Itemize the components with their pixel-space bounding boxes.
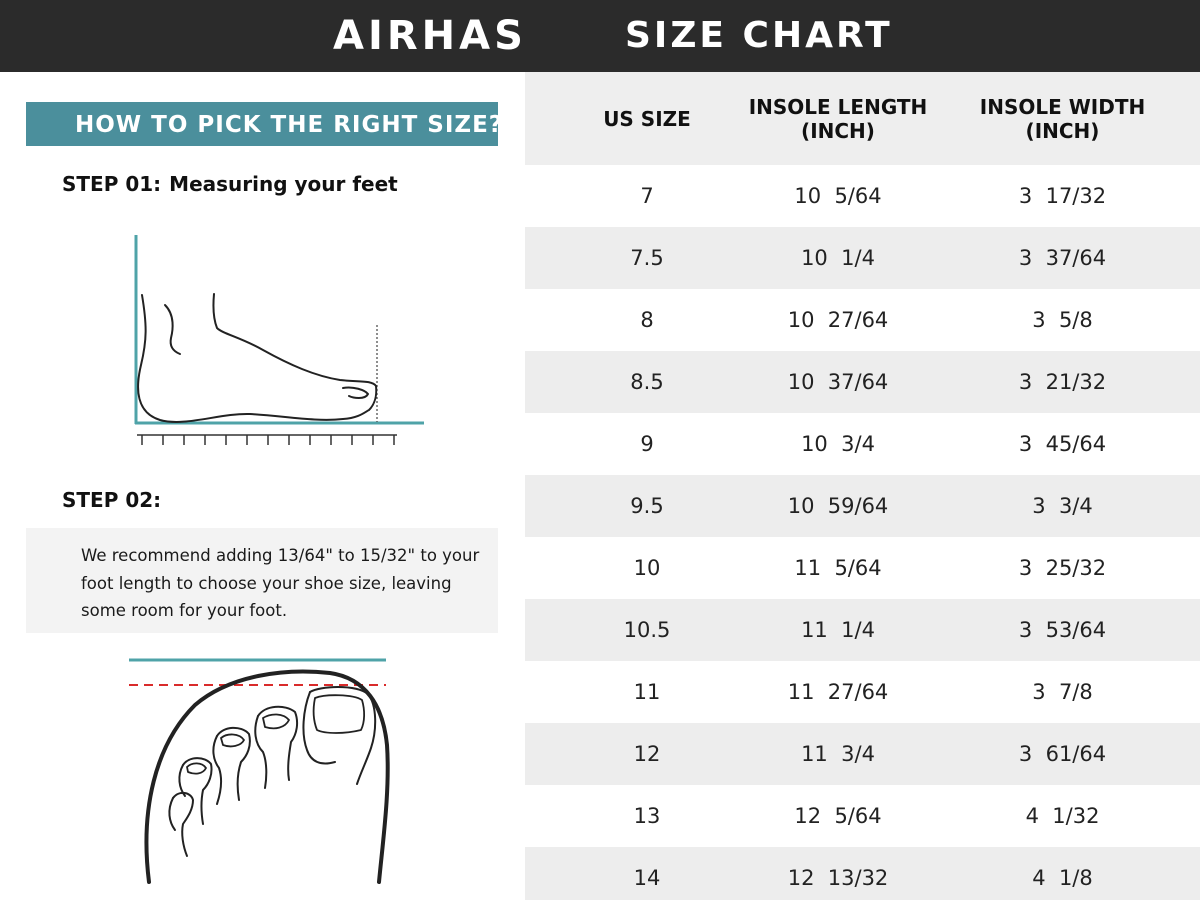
table-row: 12 11 3/4 3 61/64 — [525, 723, 1200, 785]
us-size-cell: 14 — [633, 866, 661, 890]
insole-width-cell: 3 25/32 — [1018, 556, 1107, 580]
insole-length-cell: 10 3/4 — [801, 432, 875, 456]
foot-side-measure-illustration — [134, 235, 424, 445]
insole-length-cell: 12 13/32 — [787, 866, 889, 890]
guide-banner: HOW TO PICK THE RIGHT SIZE? — [26, 102, 502, 146]
us-size-cell: 12 — [633, 742, 661, 766]
insole-length-cell: 10 37/64 — [787, 370, 889, 394]
table-header-row: US SIZE INSOLE LENGTH (INCH) INSOLE WIDT… — [525, 72, 1200, 165]
table-row: 10.5 11 1/4 3 53/64 — [525, 599, 1200, 661]
insole-width-cell: 3 5/8 — [1032, 308, 1093, 332]
table-row: 8 10 27/64 3 5/8 — [525, 289, 1200, 351]
tip-box: We recommend adding 13/64" to 15/32" to … — [26, 528, 498, 633]
insole-width-cell: 3 45/64 — [1018, 432, 1107, 456]
us-size-cell: 10 — [633, 556, 661, 580]
insole-width-cell: 3 21/32 — [1018, 370, 1107, 394]
step1-label: STEP 01: — [62, 172, 162, 196]
insole-length-cell: 10 59/64 — [787, 494, 889, 518]
insole-length-cell: 11 3/4 — [801, 742, 875, 766]
insole-length-cell: 11 5/64 — [794, 556, 882, 580]
insole-width-cell: 3 7/8 — [1032, 680, 1093, 704]
insole-width-cell: 3 17/32 — [1018, 184, 1107, 208]
table-row: 13 12 5/64 4 1/32 — [525, 785, 1200, 847]
us-size-cell: 8.5 — [630, 370, 664, 394]
us-size-cell: 13 — [633, 804, 661, 828]
brand-logo: AIRHAS — [333, 13, 527, 59]
guide-banner-text: HOW TO PICK THE RIGHT SIZE? — [75, 112, 504, 138]
table-row: 11 11 27/64 3 7/8 — [525, 661, 1200, 723]
insole-length-cell: 11 27/64 — [787, 680, 889, 704]
insole-length-cell: 11 1/4 — [801, 618, 875, 642]
table-row: 8.5 10 37/64 3 21/32 — [525, 351, 1200, 413]
foot-top-illustration — [129, 658, 390, 884]
step2-heading: STEP 02: — [62, 488, 162, 512]
insole-width-cell: 4 1/8 — [1032, 866, 1093, 890]
us-size-cell: 9 — [640, 432, 654, 456]
insole-width-cell: 3 37/64 — [1018, 246, 1107, 270]
header-bar: AIRHAS SIZE CHART — [0, 0, 1200, 72]
table-row: 7 10 5/64 3 17/32 — [525, 165, 1200, 227]
column-header-us-size: US SIZE — [603, 106, 691, 131]
table-row: 10 11 5/64 3 25/32 — [525, 537, 1200, 599]
us-size-cell: 11 — [633, 680, 661, 704]
table-row: 7.5 10 1/4 3 37/64 — [525, 227, 1200, 289]
insole-length-cell: 10 1/4 — [801, 246, 875, 270]
us-size-cell: 8 — [640, 308, 654, 332]
us-size-cell: 9.5 — [630, 494, 664, 518]
page-title: SIZE CHART — [625, 15, 893, 56]
table-row: 9 10 3/4 3 45/64 — [525, 413, 1200, 475]
insole-width-cell: 3 3/4 — [1032, 494, 1093, 518]
column-header-insole-length: INSOLE LENGTH (INCH) — [748, 94, 928, 143]
foot-outline — [137, 293, 378, 423]
step1-heading: STEP 01: Measuring your feet — [62, 172, 398, 196]
insole-width-cell: 3 53/64 — [1018, 618, 1107, 642]
insole-length-cell: 10 27/64 — [787, 308, 889, 332]
step1-title: Measuring your feet — [169, 172, 398, 196]
us-size-cell: 10.5 — [623, 618, 671, 642]
table-row: 9.5 10 59/64 3 3/4 — [525, 475, 1200, 537]
tip-text: We recommend adding 13/64" to 15/32" to … — [81, 546, 480, 620]
us-size-cell: 7 — [640, 184, 654, 208]
ruler — [137, 434, 397, 445]
foot-top-outline — [144, 669, 390, 884]
insole-length-cell: 10 5/64 — [794, 184, 882, 208]
size-chart-table: US SIZE INSOLE LENGTH (INCH) INSOLE WIDT… — [525, 72, 1200, 900]
insole-width-cell: 4 1/32 — [1025, 804, 1100, 828]
us-size-cell: 7.5 — [630, 246, 664, 270]
insole-length-cell: 12 5/64 — [794, 804, 882, 828]
measure-axes — [134, 235, 424, 425]
column-header-insole-width: INSOLE WIDTH (INCH) — [979, 94, 1146, 143]
insole-width-cell: 3 61/64 — [1018, 742, 1107, 766]
table-row: 14 12 13/32 4 1/8 — [525, 847, 1200, 900]
